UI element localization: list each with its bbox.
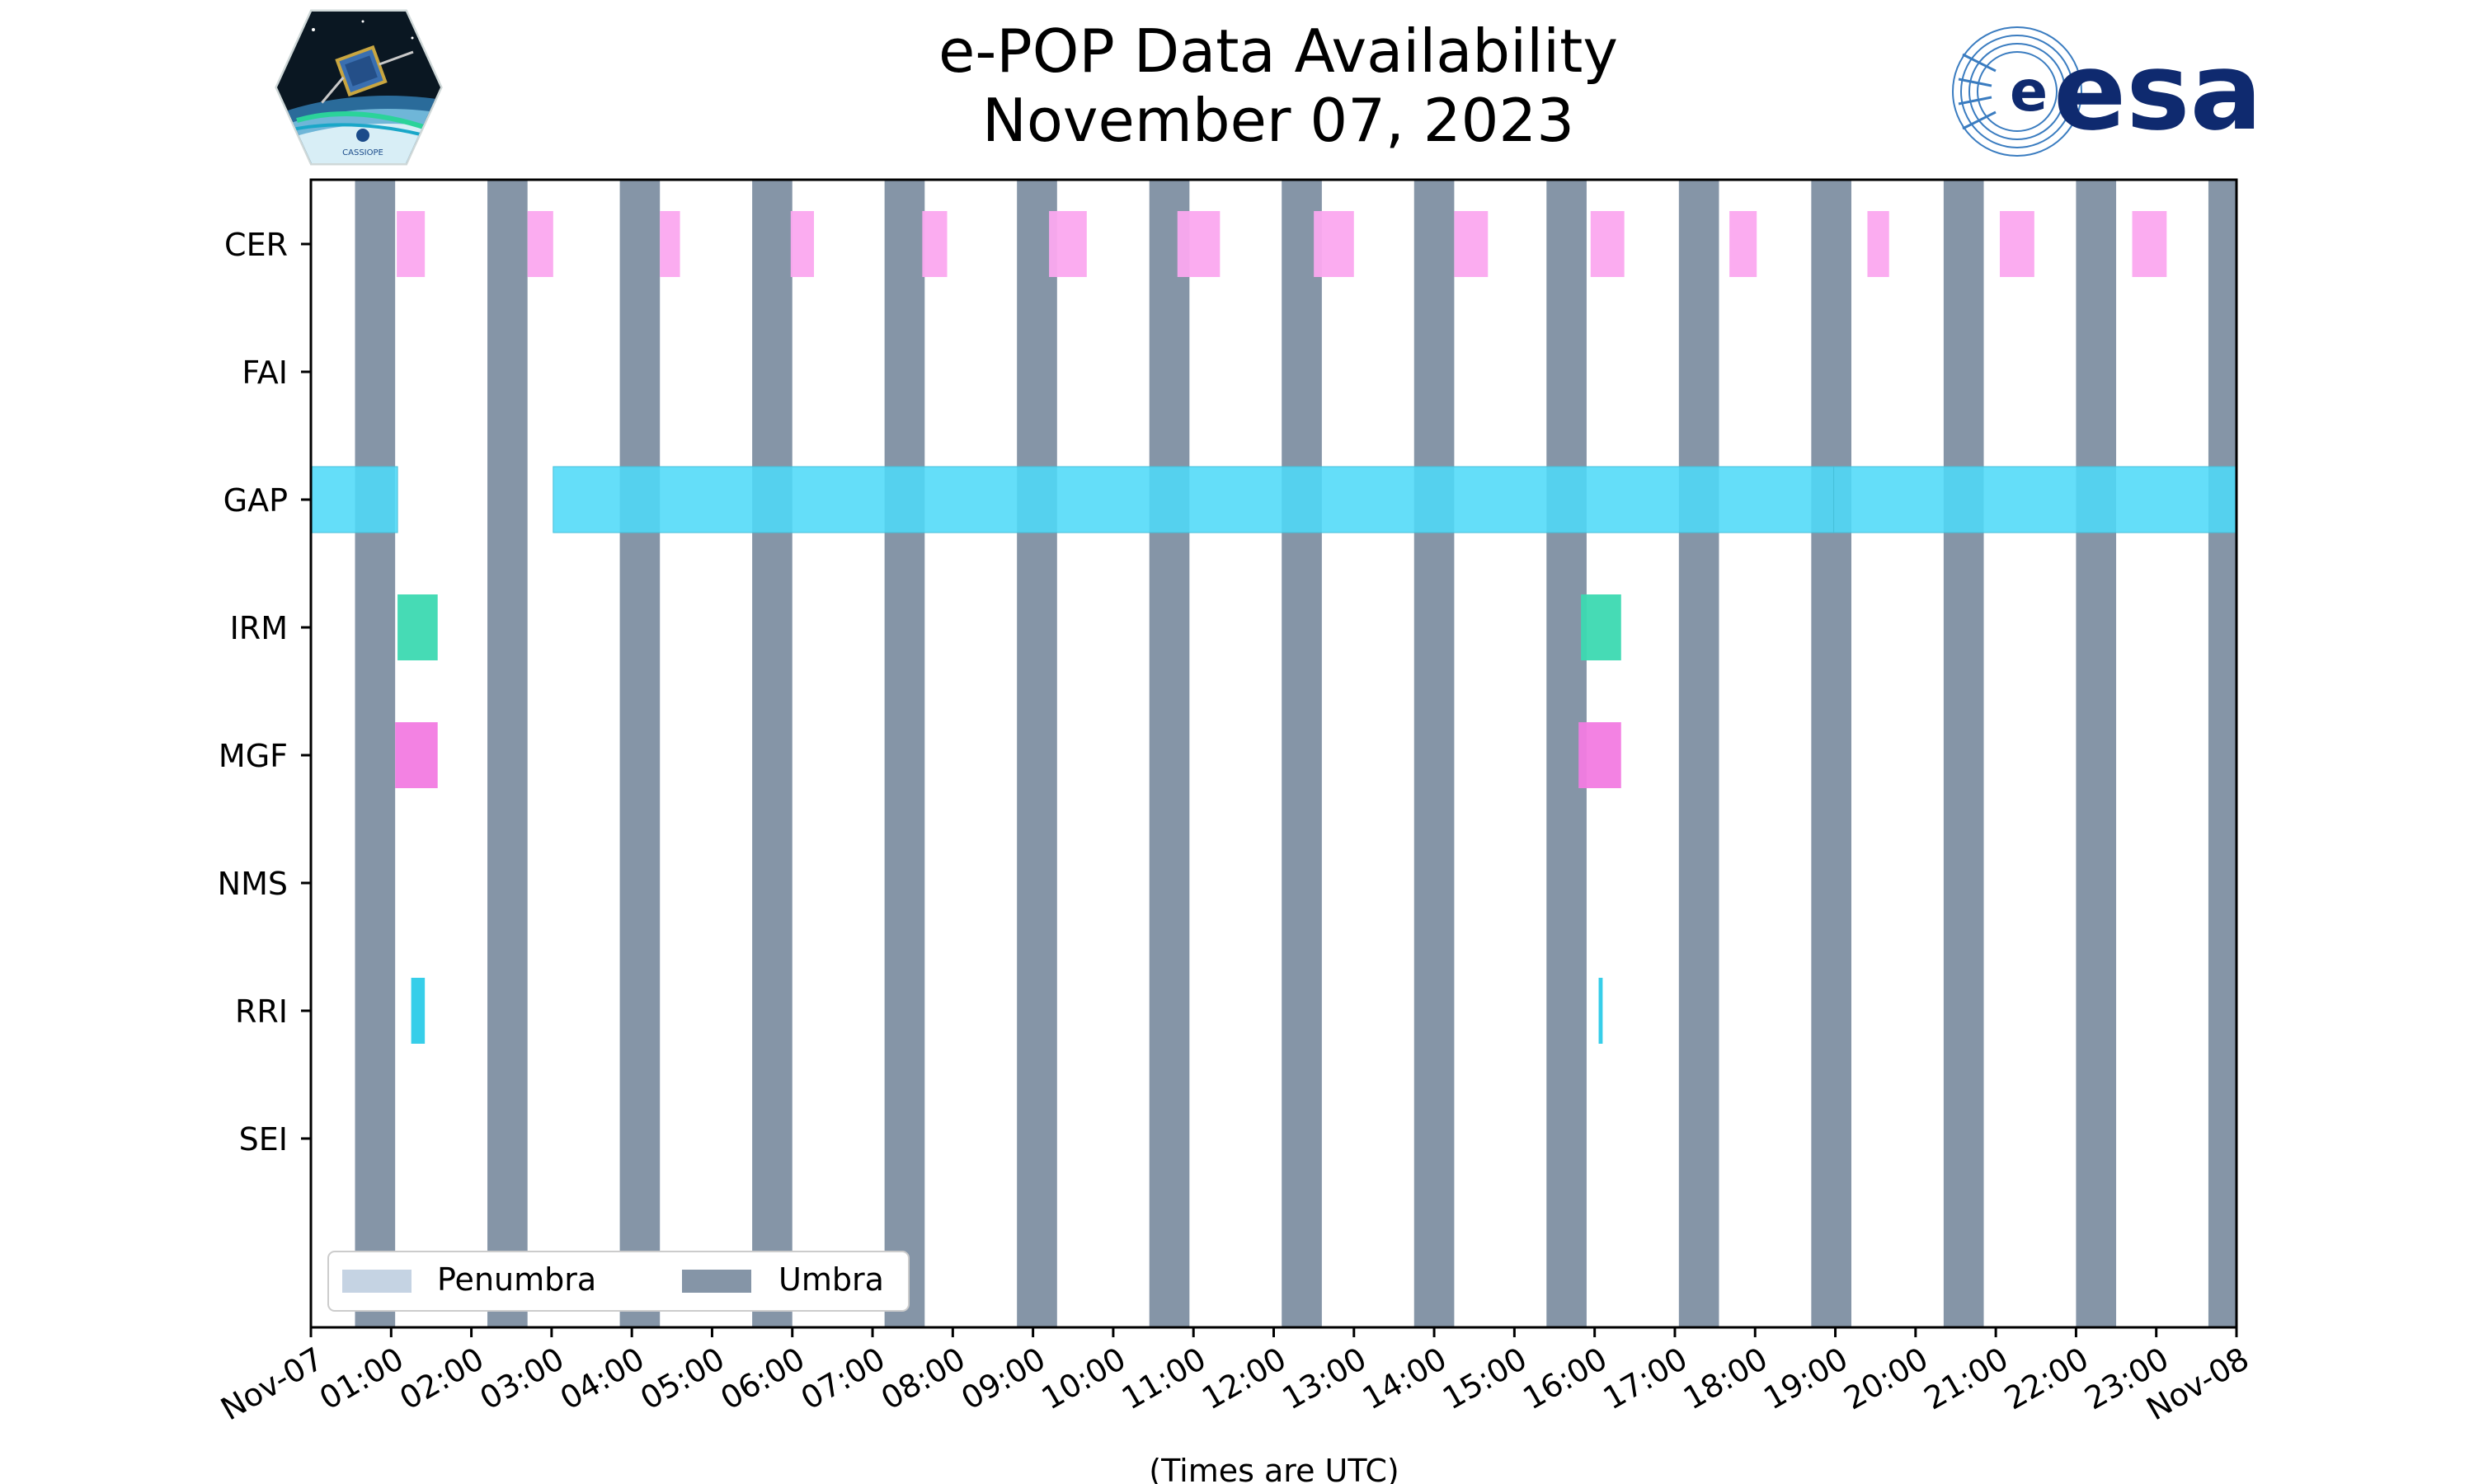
y-tick-label-fai: FAI	[242, 355, 288, 391]
interval-cer	[1590, 211, 1625, 277]
umbra-band	[752, 180, 793, 1327]
interval-mgf	[1578, 722, 1621, 788]
interval-irm	[397, 594, 438, 660]
legend-box	[327, 1251, 910, 1312]
interval-irm	[1581, 594, 1621, 660]
y-tick-label-sei: SEI	[239, 1121, 288, 1158]
x-axis-label: (Times are UTC)	[1149, 1453, 1399, 1484]
x-tick-label: 19:00	[1757, 1341, 1854, 1417]
interval-cer	[922, 211, 948, 277]
interval-cer	[1454, 211, 1489, 277]
x-tick-label: 20:00	[1837, 1341, 1934, 1417]
x-tick-label: 04:00	[554, 1341, 651, 1417]
interval-cer	[660, 211, 680, 277]
umbra-band	[2208, 180, 2236, 1327]
umbra-band	[1017, 180, 1057, 1327]
esa-logo: e esa	[1952, 26, 2262, 157]
x-tick-label: 12:00	[1196, 1341, 1292, 1417]
interval-rri	[1598, 978, 1603, 1044]
umbra-band	[355, 180, 396, 1327]
interval-cer	[397, 211, 426, 277]
y-tick-label-cer: CER	[224, 227, 288, 263]
y-tick-label-rri: RRI	[235, 993, 288, 1030]
interval-cer	[1999, 211, 2034, 277]
umbra-band	[1149, 180, 1190, 1327]
interval-cer	[1729, 211, 1757, 277]
interval-cer	[1049, 211, 1087, 277]
interval-gap	[310, 466, 398, 533]
x-tick-label: 08:00	[875, 1341, 971, 1417]
svg-text:e: e	[2010, 59, 2048, 124]
x-tick-label: Nov-07	[214, 1341, 329, 1428]
x-tick-label: 06:00	[714, 1341, 811, 1417]
interval-cer	[527, 211, 553, 277]
cassiope-text: CASSIOPE	[342, 148, 383, 157]
umbra-band	[1282, 180, 1322, 1327]
chart-subtitle: November 07, 2023	[981, 86, 1575, 155]
x-tick-label: 01:00	[313, 1341, 410, 1417]
interval-cer	[1314, 211, 1354, 277]
x-tick-label: 11:00	[1116, 1341, 1212, 1417]
legend-swatch-penumbra	[342, 1270, 412, 1293]
y-tick-label-gap: GAP	[223, 482, 288, 519]
umbra-band	[2076, 180, 2117, 1327]
interval-gap	[1833, 466, 2237, 533]
umbra-band	[1943, 180, 1984, 1327]
x-tick-label: 05:00	[634, 1341, 731, 1417]
y-tick-label-mgf: MGF	[219, 738, 288, 774]
interval-rri	[411, 978, 426, 1044]
x-tick-label: 03:00	[474, 1341, 571, 1417]
legend-label-penumbra: Penumbra	[437, 1261, 596, 1298]
x-tick-label: 16:00	[1517, 1341, 1613, 1417]
x-tick-label: 13:00	[1276, 1341, 1372, 1417]
interval-cer	[1867, 211, 1889, 277]
umbra-band	[487, 180, 528, 1327]
legend-swatch-umbra	[682, 1270, 751, 1293]
x-tick-label: 15:00	[1437, 1341, 1533, 1417]
legend: Penumbra Umbra	[327, 1251, 910, 1312]
y-tick-label-nms: NMS	[218, 866, 288, 902]
interval-cer	[1177, 211, 1221, 277]
chart-title: e-POP Data Availability	[938, 16, 1618, 86]
y-tick-label-irm: IRM	[230, 610, 288, 646]
umbra-band	[884, 180, 925, 1327]
x-tick-label: 14:00	[1357, 1341, 1453, 1417]
umbra-band	[1413, 180, 1455, 1327]
cassiope-logo: CASSIOPE	[275, 9, 443, 166]
umbra-band	[1678, 180, 1719, 1327]
interval-cer	[2132, 211, 2167, 277]
interval-mgf	[395, 722, 438, 788]
x-tick-label: 17:00	[1597, 1341, 1694, 1417]
x-tick-label: 07:00	[795, 1341, 891, 1417]
esa-wordmark: esa	[2053, 29, 2262, 154]
interval-cer	[790, 211, 815, 277]
umbra-band	[1811, 180, 1851, 1327]
legend-label-umbra: Umbra	[778, 1261, 884, 1298]
x-tick-label: 18:00	[1677, 1341, 1774, 1417]
x-tick-label: 22:00	[1998, 1341, 2095, 1417]
x-tick-label: 21:00	[1918, 1341, 2015, 1417]
x-tick-label: 10:00	[1036, 1341, 1132, 1417]
interval-gap	[553, 466, 1835, 533]
x-tick-label: 09:00	[955, 1341, 1051, 1417]
umbra-band	[619, 180, 661, 1327]
x-tick-label: 02:00	[393, 1341, 490, 1417]
